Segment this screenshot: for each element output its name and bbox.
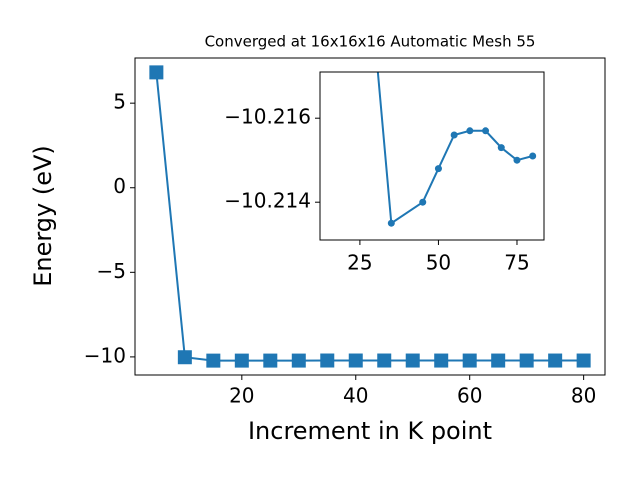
x-tick-label: 40: [343, 384, 368, 408]
y-tick-label: −10.216: [224, 105, 311, 129]
y-tick-label: −10: [84, 343, 126, 367]
data-point: [466, 127, 474, 135]
data-point: [320, 353, 335, 368]
data-point: [434, 353, 449, 368]
plot-content: [149, 65, 591, 368]
data-point: [348, 353, 363, 368]
data-point: [491, 353, 506, 368]
y-tick-label: 5: [113, 90, 126, 114]
chart-title: Converged at 16x16x16 Automatic Mesh 55: [205, 33, 536, 51]
axes-frame: [134, 57, 606, 376]
data-point: [291, 353, 306, 368]
data-point: [450, 131, 458, 139]
data-point: [387, 219, 395, 227]
x-tick-label: 50: [426, 251, 451, 275]
data-point: [377, 353, 392, 368]
data-line: [376, 72, 533, 225]
plot-area: [320, 72, 544, 240]
x-tick-label: 60: [457, 384, 482, 408]
data-point: [576, 353, 591, 368]
x-tick-label: 25: [347, 251, 372, 275]
data-point: [548, 353, 563, 368]
data-point: [263, 353, 278, 368]
data-point: [497, 144, 505, 152]
data-point: [529, 152, 537, 160]
data-line: [155, 72, 584, 362]
y-tick-label: −10.214: [224, 189, 311, 213]
data-point: [234, 353, 249, 368]
data-point: [405, 353, 420, 368]
y-axis-label: Energy (eV): [29, 145, 57, 287]
data-point: [482, 127, 490, 135]
data-point: [206, 353, 221, 368]
y-tick-label: −5: [97, 259, 126, 283]
data-point: [513, 156, 521, 164]
x-tick-label: 20: [229, 384, 254, 408]
data-point: [149, 65, 164, 80]
y-tick-label: 0: [113, 174, 126, 198]
axes-frame: [319, 71, 545, 241]
data-point: [419, 198, 427, 206]
x-tick-label: 80: [571, 384, 596, 408]
data-point: [434, 165, 442, 173]
x-axis-label: Increment in K point: [248, 417, 492, 445]
plot-content: [376, 72, 537, 227]
data-point: [462, 353, 477, 368]
data-point: [519, 353, 534, 368]
data-point: [177, 350, 192, 365]
x-tick-label: 75: [504, 251, 529, 275]
